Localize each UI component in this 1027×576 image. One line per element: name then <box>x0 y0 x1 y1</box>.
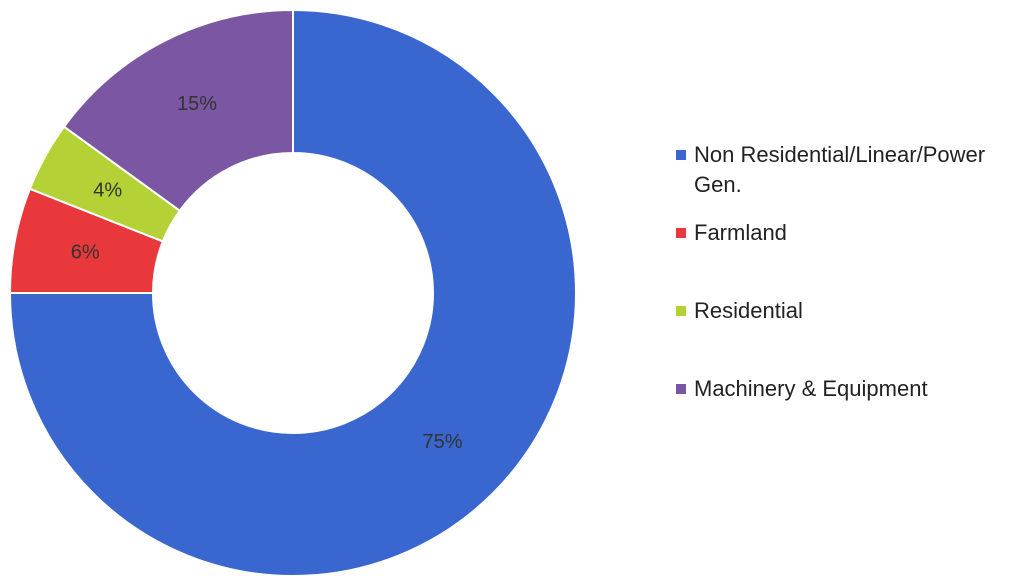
legend-item: Non Residential/Linear/Power Gen. <box>676 140 1026 200</box>
legend-item: Residential <box>676 296 1026 326</box>
legend-label: Machinery & Equipment <box>694 376 928 401</box>
chart: 75% 6% 4% 15% <box>8 8 577 576</box>
data-label: 4% <box>93 179 122 201</box>
data-label: 6% <box>71 242 100 264</box>
legend-item: Farmland <box>676 218 1026 248</box>
legend-swatch <box>676 384 686 394</box>
data-label: 15% <box>177 93 217 115</box>
legend-swatch <box>676 306 686 316</box>
donut-slice <box>62 8 294 213</box>
legend-item: Machinery & Equipment <box>676 374 1026 404</box>
legend-swatch <box>676 150 686 160</box>
legend: Non Residential/Linear/Power Gen. Farmlan… <box>676 140 1026 452</box>
data-label: 75% <box>423 431 463 453</box>
donut-slice <box>8 8 577 576</box>
legend-label: Residential <box>694 298 803 323</box>
legend-label: Farmland <box>694 220 787 245</box>
legend-swatch <box>676 228 686 238</box>
legend-label: Non Residential/Linear/Power Gen. <box>694 142 986 197</box>
